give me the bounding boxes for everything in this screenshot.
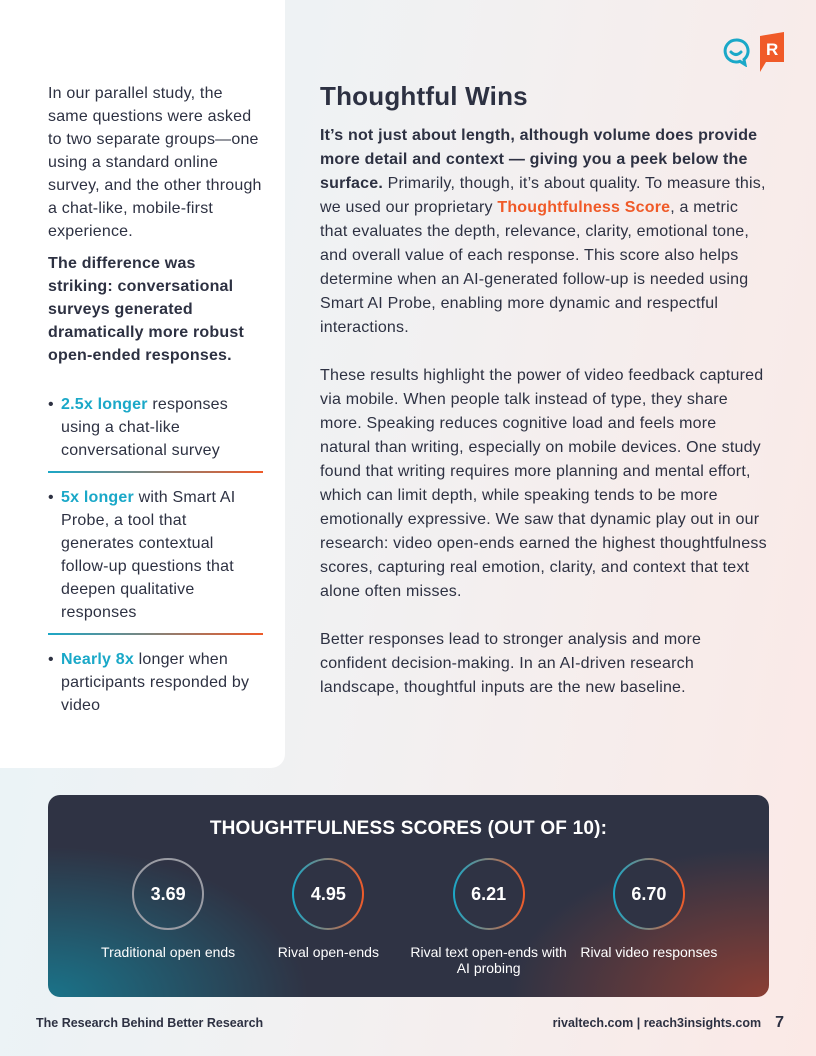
score-ring: 4.95 (292, 858, 364, 930)
svg-text:R: R (766, 40, 778, 59)
paragraph-1: It’s not just about length, although vol… (320, 127, 766, 336)
score-item: 6.70 Rival video responses (569, 858, 729, 976)
rival-r-logo-icon: R (760, 32, 784, 72)
page-title: Thoughtful Wins (320, 81, 528, 111)
footer: The Research Behind Better Research riva… (36, 1014, 784, 1032)
left-column: In our parallel study, the same question… (48, 82, 263, 739)
intro-text: In our parallel study, the same question… (48, 85, 262, 240)
logos: R (722, 32, 784, 72)
scores-card: THOUGHTFULNESS SCORES (OUT OF 10): 3.69 T… (48, 795, 769, 997)
main-column: Thoughtful Wins It’s not just about leng… (320, 80, 770, 724)
page-number: 7 (775, 1014, 784, 1031)
scores-title: THOUGHTFULNESS SCORES (OUT OF 10): (209, 818, 608, 839)
list-item: 5x longer with Smart AI Probe, a tool th… (48, 486, 263, 635)
chat-smile-logo-icon (723, 38, 750, 67)
score-item: 3.69 Traditional open ends (88, 858, 248, 976)
paragraph-2: These results highlight the power of vid… (320, 367, 767, 600)
footer-links: rivaltech.com | reach3insights.com (552, 1016, 762, 1030)
score-item: 4.95 Rival open-ends (248, 858, 408, 976)
stat-list: 2.5x longer responses using a chat-like … (48, 393, 263, 726)
score-ring: 6.70 (613, 858, 685, 930)
list-item: Nearly 8x longer when participants respo… (48, 648, 263, 726)
score-ring: 6.21 (453, 858, 525, 930)
emphasis-text: The difference was striking: conversatio… (48, 255, 244, 364)
list-item: 2.5x longer responses using a chat-like … (48, 393, 263, 473)
score-item: 6.21 Rival text open-ends with AI probing (409, 858, 569, 976)
paragraph-3: Better responses lead to stronger analys… (320, 631, 702, 696)
sidebar-panel (0, 0, 285, 768)
score-ring: 3.69 (132, 858, 205, 930)
footer-tagline: The Research Behind Better Research (36, 1016, 264, 1030)
